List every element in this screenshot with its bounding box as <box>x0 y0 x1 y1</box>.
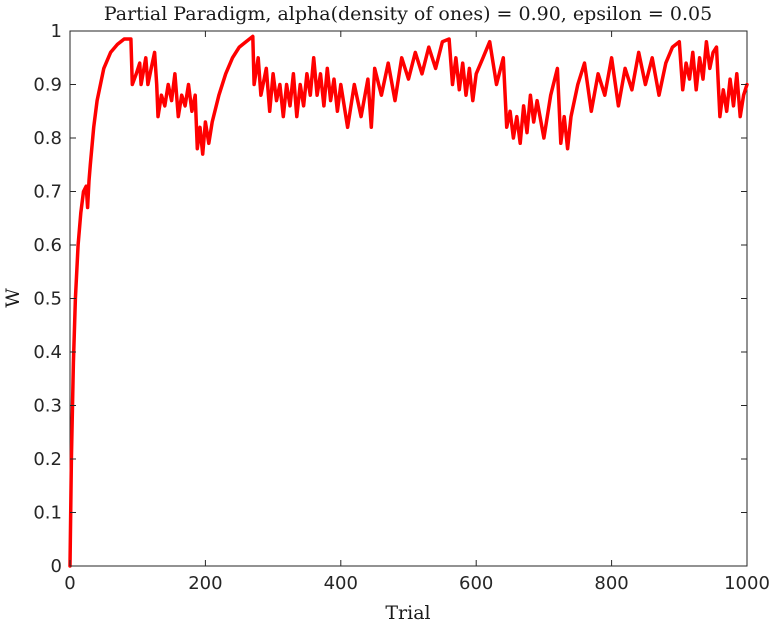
y-tick-label: 0.3 <box>33 396 62 417</box>
x-tick-label: 800 <box>594 573 628 594</box>
y-tick-label: 0.6 <box>33 235 62 256</box>
y-tick-label: 0.1 <box>33 503 62 524</box>
y-axis: 0 0.1 0.2 0.3 0.4 0.5 0.6 0.7 0.8 0.9 1 <box>33 21 747 577</box>
x-tick-label: 400 <box>324 573 358 594</box>
y-tick-label: 0.5 <box>33 289 62 310</box>
x-tick-label: 0 <box>64 573 75 594</box>
x-tick-label: 600 <box>459 573 493 594</box>
y-tick-label: 0.4 <box>33 342 62 363</box>
y-tick-label: 0 <box>51 556 62 577</box>
y-tick-label: 1 <box>51 21 62 42</box>
y-tick-label: 0.7 <box>33 182 62 203</box>
series-line <box>68 34 749 568</box>
y-axis-label: W <box>2 288 24 308</box>
x-axis-label: Trial <box>385 602 430 624</box>
x-tick-label: 200 <box>188 573 222 594</box>
axes-box <box>69 30 748 567</box>
y-tick-label: 0.9 <box>33 75 62 96</box>
x-tick-label: 1000 <box>724 573 770 594</box>
x-axis: 0 200 400 600 800 1000 <box>64 31 770 594</box>
chart-title: Partial Paradigm, alpha(density of ones)… <box>104 3 712 25</box>
plot-area <box>68 30 749 568</box>
y-tick-label: 0.8 <box>33 128 62 149</box>
y-tick-label: 0.2 <box>33 449 62 470</box>
